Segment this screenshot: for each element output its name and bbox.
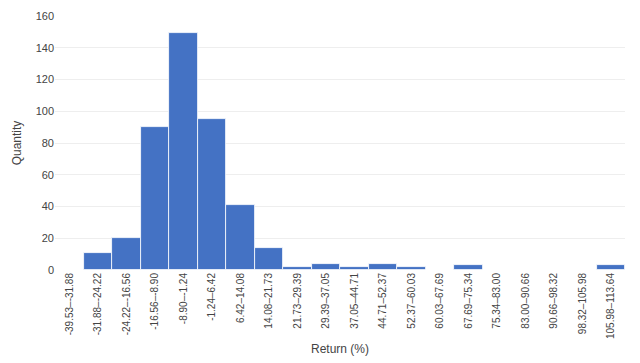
svg-text:-16.56–-8.90: -16.56–-8.90 bbox=[149, 273, 160, 330]
svg-text:60.03–67.69: 60.03–67.69 bbox=[434, 273, 445, 329]
svg-text:14.08–21.73: 14.08–21.73 bbox=[263, 273, 274, 329]
svg-text:80: 80 bbox=[42, 137, 54, 149]
svg-text:Quantity: Quantity bbox=[10, 121, 24, 166]
svg-text:120: 120 bbox=[36, 73, 54, 85]
svg-text:98.32–105.98: 98.32–105.98 bbox=[577, 273, 588, 335]
svg-text:29.39–37.05: 29.39–37.05 bbox=[320, 273, 331, 329]
svg-text:-8.90–-1.24: -8.90–-1.24 bbox=[178, 273, 189, 325]
svg-text:52.37–60.03: 52.37–60.03 bbox=[406, 273, 417, 329]
svg-text:-24.22–-16.56: -24.22–-16.56 bbox=[121, 273, 132, 336]
svg-text:20: 20 bbox=[42, 232, 54, 244]
svg-text:37.05–44.71: 37.05–44.71 bbox=[349, 273, 360, 329]
svg-text:60: 60 bbox=[42, 169, 54, 181]
svg-text:100: 100 bbox=[36, 105, 54, 117]
svg-text:-31.88–-24.22: -31.88–-24.22 bbox=[92, 273, 103, 336]
svg-text:83.00–90.66: 83.00–90.66 bbox=[520, 273, 531, 329]
svg-text:105.98–113.64: 105.98–113.64 bbox=[605, 273, 616, 339]
svg-text:21.73–29.39: 21.73–29.39 bbox=[292, 273, 303, 329]
svg-text:67.69–75.34: 67.69–75.34 bbox=[463, 273, 474, 329]
svg-text:40: 40 bbox=[42, 200, 54, 212]
svg-text:140: 140 bbox=[36, 42, 54, 54]
svg-text:Return (%): Return (%) bbox=[311, 342, 369, 356]
svg-text:-1.24–6.42: -1.24–6.42 bbox=[206, 273, 217, 321]
svg-text:6.42–14.08: 6.42–14.08 bbox=[235, 273, 246, 323]
svg-text:0: 0 bbox=[48, 264, 54, 276]
svg-text:75.34–83.00: 75.34–83.00 bbox=[491, 273, 502, 329]
svg-text:-39.53–-31.88: -39.53–-31.88 bbox=[64, 273, 75, 336]
svg-text:90.66–98.32: 90.66–98.32 bbox=[548, 273, 559, 329]
svg-text:160: 160 bbox=[36, 10, 54, 22]
svg-text:44.71–52.37: 44.71–52.37 bbox=[377, 273, 388, 329]
